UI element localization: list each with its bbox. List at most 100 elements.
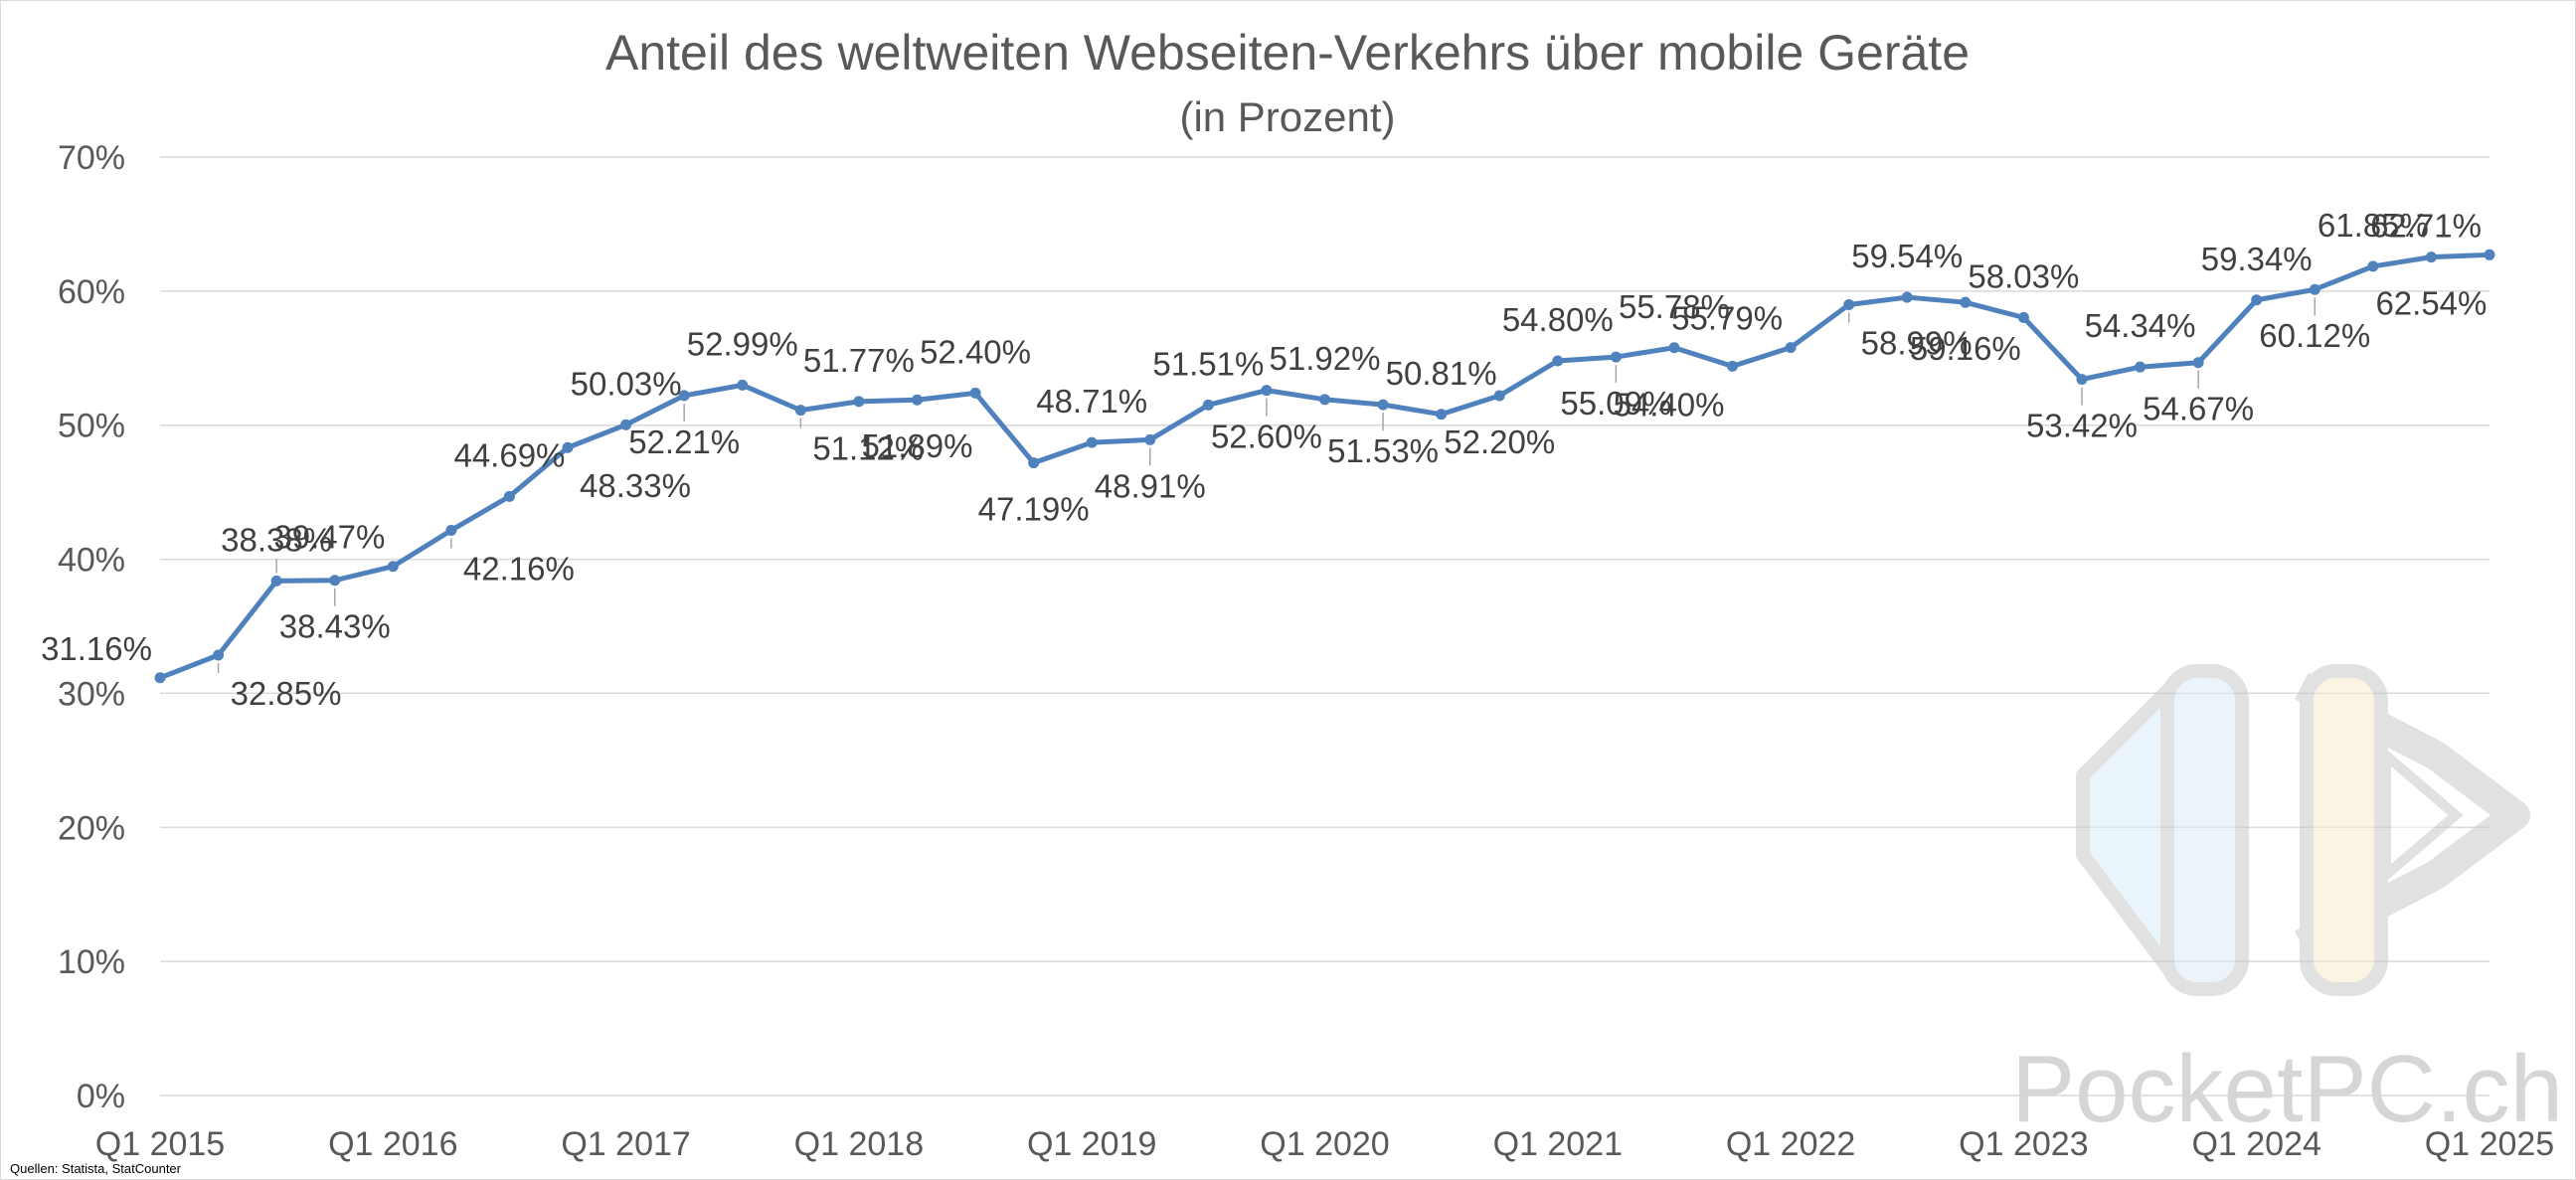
data-label: 51.77% [803, 342, 915, 379]
data-point [1901, 291, 1913, 303]
gridlines [160, 156, 2490, 1096]
data-point [1261, 385, 1273, 397]
data-label: 53.42% [2026, 408, 2138, 444]
data-point [2192, 357, 2204, 369]
data-label: 52.21% [628, 423, 740, 460]
data-label: 52.20% [1444, 423, 1555, 460]
data-label: 32.85% [231, 675, 342, 712]
data-point [503, 490, 515, 502]
data-point [1377, 399, 1389, 411]
data-label: 52.99% [687, 325, 798, 362]
data-point [1610, 351, 1622, 363]
y-tick-label: 40% [58, 542, 125, 580]
data-point [1668, 342, 1680, 354]
data-point [2076, 374, 2088, 386]
data-point [1843, 298, 1855, 310]
data-label: 54.40% [1614, 386, 1725, 422]
y-tick-label: 20% [58, 809, 125, 847]
y-tick-label: 70% [58, 139, 125, 177]
y-tick-label: 60% [58, 273, 125, 311]
x-tick-label: Q1 2020 [1260, 1125, 1389, 1163]
data-label: 48.91% [1095, 467, 1206, 504]
data-point [1319, 394, 1330, 406]
data-point [853, 396, 865, 408]
data-point [794, 405, 806, 417]
data-point [2425, 252, 2437, 263]
data-point [737, 379, 749, 391]
data-point [2484, 249, 2495, 260]
data-point [1493, 390, 1505, 402]
data-label: 47.19% [978, 491, 1090, 528]
source-note: Quellen: Statista, StatCounter [10, 1161, 182, 1176]
data-label: 55.09% [1560, 385, 1671, 421]
y-tick-label: 30% [58, 675, 125, 713]
data-point [678, 390, 690, 402]
data-label: 38.43% [279, 608, 391, 645]
data-point [329, 575, 341, 587]
data-label: 59.34% [2201, 241, 2313, 277]
x-tick-label: Q1 2017 [561, 1125, 690, 1163]
x-tick-label: Q1 2019 [1027, 1125, 1156, 1163]
data-label: 42.16% [463, 550, 575, 587]
data-label: 55.78% [1619, 288, 1730, 325]
data-point [270, 575, 282, 587]
data-label: 51.51% [1152, 345, 1264, 382]
data-label: 54.80% [1502, 301, 1614, 338]
data-point [445, 524, 457, 536]
x-tick-label: Q1 2025 [2425, 1125, 2554, 1163]
data-point [969, 387, 981, 399]
data-label: 51.89% [862, 427, 973, 464]
watermark-text: PocketPC.ch [2011, 1036, 2563, 1142]
data-point [1727, 360, 1739, 372]
y-tick-label: 10% [58, 943, 125, 981]
data-point [620, 419, 632, 430]
data-point [1552, 355, 1564, 367]
data-point [1144, 433, 1156, 445]
x-tick-label: Q1 2022 [1726, 1125, 1855, 1163]
data-point [1436, 409, 1448, 421]
data-label: 51.12% [812, 430, 924, 467]
x-tick-label: Q1 2023 [1959, 1125, 2088, 1163]
y-tick-label: 50% [58, 408, 125, 445]
series-line [154, 249, 2495, 684]
pocketpc-logo [2076, 664, 2530, 996]
data-point [2017, 311, 2029, 323]
data-point [562, 441, 574, 453]
data-label: 51.92% [1270, 340, 1381, 377]
data-label: 61.85% [2318, 207, 2429, 244]
x-axis: Q1 2015 Q1 2016 Q1 2017 Q1 2018 Q1 2019 Q1 20… [95, 1125, 2554, 1163]
x-tick-label: Q1 2018 [794, 1125, 924, 1163]
data-point [1785, 342, 1797, 354]
data-point [1960, 296, 1972, 308]
data-label: 58.03% [1968, 257, 2079, 294]
data-point [1086, 436, 1098, 448]
data-label: 54.67% [2143, 391, 2254, 427]
data-point [1028, 457, 1040, 469]
data-point [2309, 283, 2320, 295]
data-point [911, 394, 923, 406]
x-tick-label: Q1 2015 [95, 1125, 225, 1163]
data-labels: 31.16% 32.85% 38.38% 38.43% 39.47% 42.16% 44.6… [41, 207, 2487, 712]
x-tick-label: Q1 2024 [2191, 1125, 2320, 1163]
data-point [1202, 399, 1214, 411]
data-label: 39.47% [273, 519, 385, 556]
data-label: 59.16% [1910, 330, 2021, 367]
data-label: 54.34% [2085, 307, 2196, 344]
chart-title: Anteil des weltweiten Webseiten-Verkehrs… [605, 25, 1970, 81]
data-label: 38.38% [221, 521, 332, 558]
data-label: 52.60% [1211, 419, 1322, 455]
x-tick-label: Q1 2016 [328, 1125, 457, 1163]
data-label: 62.54% [2375, 285, 2487, 322]
data-label: 44.69% [453, 436, 565, 473]
data-label: 48.71% [1036, 383, 1147, 420]
data-point [387, 561, 399, 573]
data-label: 52.40% [920, 333, 1031, 370]
data-point [2367, 260, 2379, 272]
data-label: 62.71% [2370, 207, 2482, 244]
chart-subtitle: (in Prozent) [1179, 93, 1395, 140]
data-point [2251, 294, 2263, 306]
data-label: 48.33% [580, 467, 691, 504]
data-label: 55.79% [1671, 300, 1783, 337]
y-tick-label: 0% [77, 1078, 125, 1115]
